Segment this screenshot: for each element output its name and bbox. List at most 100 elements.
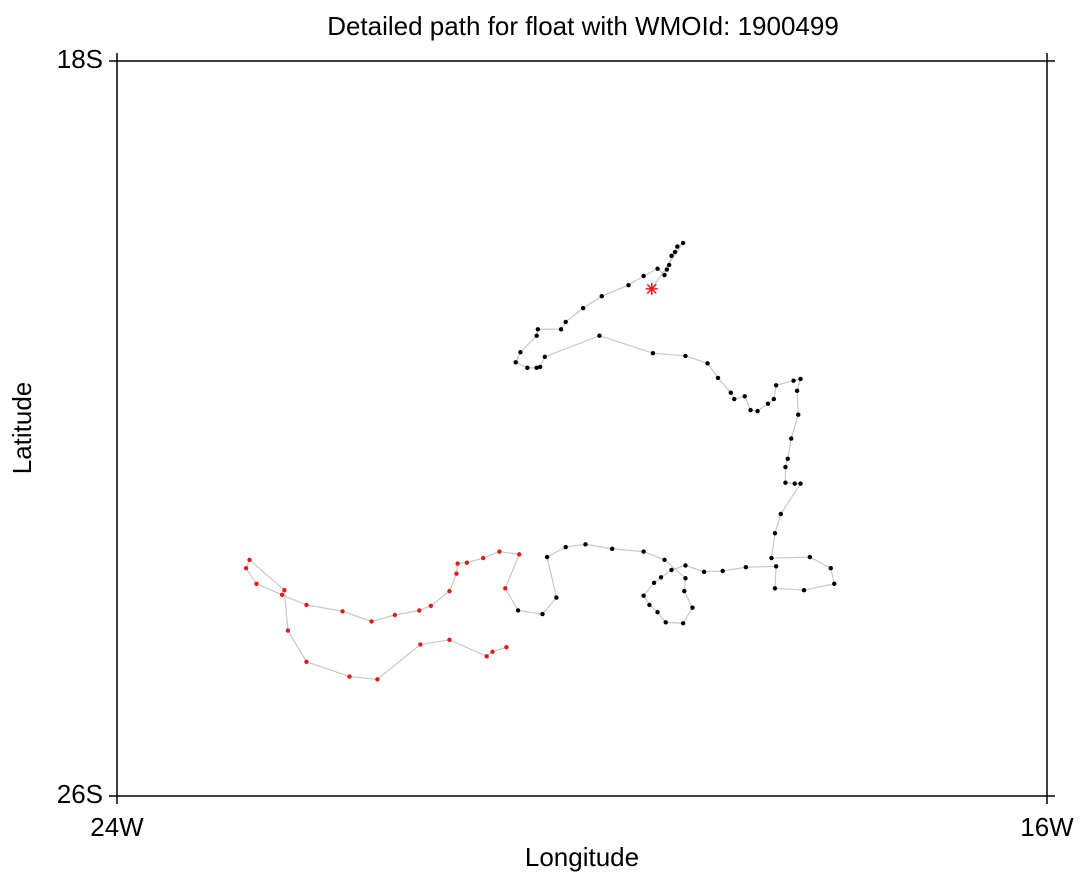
float-position	[417, 608, 422, 613]
float-position	[669, 567, 674, 573]
chart-title: Detailed path for float with WMOId: 1900…	[327, 11, 839, 41]
float-position	[641, 593, 646, 598]
x-axis-label: Longitude	[525, 842, 639, 872]
float-position	[513, 360, 518, 365]
float-position	[254, 581, 259, 586]
y-tick-label: 18S	[57, 44, 103, 74]
float-position	[801, 588, 807, 593]
float-position	[769, 555, 774, 561]
float-position	[247, 557, 252, 563]
plot-frame	[116, 60, 1048, 797]
float-position	[243, 565, 249, 571]
float-position	[715, 375, 721, 381]
float-position	[447, 637, 452, 643]
float-position	[662, 557, 667, 563]
float-position	[418, 642, 423, 647]
float-position	[655, 610, 660, 615]
start-marker-stroke	[646, 283, 657, 294]
float-position	[534, 333, 539, 338]
float-position	[454, 571, 459, 576]
x-tick-label: 24W	[90, 812, 144, 842]
float-position	[732, 396, 737, 402]
float-position	[705, 361, 710, 366]
float-position	[647, 602, 652, 608]
float-position	[641, 549, 646, 554]
float-position	[392, 612, 398, 618]
float-position	[682, 588, 687, 594]
float-position	[537, 364, 543, 370]
float-position	[480, 555, 486, 561]
float-position	[728, 390, 733, 395]
float-position	[484, 654, 489, 659]
float-position	[535, 327, 541, 332]
float-position	[789, 436, 794, 441]
float-position	[743, 565, 749, 570]
start-marker	[645, 282, 658, 295]
float-position	[285, 628, 291, 633]
float-position	[534, 365, 539, 371]
float-position	[663, 620, 668, 625]
float-position	[464, 560, 470, 565]
float-position	[796, 412, 801, 417]
float-position	[282, 588, 287, 593]
float-position	[428, 603, 434, 609]
float-position	[798, 481, 803, 486]
float-position	[518, 350, 523, 355]
float-position	[807, 554, 813, 560]
float-position	[304, 659, 309, 665]
float-position	[347, 674, 352, 679]
float-position	[701, 569, 707, 575]
float-position	[690, 605, 695, 610]
float-position	[655, 266, 660, 271]
float-position	[490, 649, 495, 654]
float-position	[748, 407, 753, 413]
float-position	[597, 333, 602, 338]
float-position	[563, 319, 568, 325]
float-position	[610, 546, 615, 552]
float-position	[542, 354, 547, 360]
float-position	[375, 677, 380, 682]
float-position	[558, 327, 564, 332]
float-position	[792, 481, 797, 486]
float-position	[554, 595, 559, 600]
float-position	[447, 588, 452, 594]
float-position	[680, 621, 686, 626]
float-position	[517, 552, 522, 557]
float-position	[544, 554, 550, 560]
float-position	[658, 575, 664, 580]
float-position	[683, 576, 688, 581]
y-axis-label: Latitude	[7, 382, 37, 475]
float-position	[626, 282, 631, 288]
float-position	[455, 561, 460, 566]
float-position	[720, 568, 725, 574]
float-position	[783, 480, 788, 485]
float-position	[765, 401, 771, 406]
float-position	[666, 262, 672, 268]
float-position	[742, 394, 747, 399]
float-position	[669, 253, 674, 258]
float-position	[599, 294, 604, 299]
float-position	[771, 396, 777, 402]
float-position	[503, 586, 508, 591]
float-position	[672, 249, 678, 255]
float-position	[794, 388, 800, 394]
float-position	[340, 609, 345, 614]
float-position	[369, 619, 374, 624]
y-tick-label: 26S	[57, 779, 103, 809]
float-position	[279, 592, 285, 597]
float-position	[798, 376, 803, 382]
float-position	[583, 542, 588, 547]
float-position	[525, 365, 530, 371]
float-position	[515, 608, 521, 613]
float-position	[791, 378, 796, 383]
float-position	[778, 511, 783, 517]
float-position	[497, 549, 502, 554]
float-position	[772, 586, 778, 591]
float-position	[650, 350, 656, 356]
float-position	[683, 563, 688, 568]
float-position	[680, 240, 686, 246]
float-position	[540, 611, 545, 617]
float-position	[675, 244, 680, 249]
float-position	[651, 580, 657, 586]
